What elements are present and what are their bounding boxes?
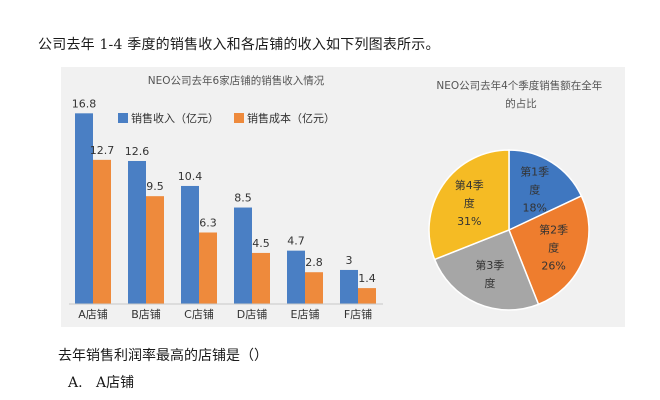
chart-figure: NEO公司去年6家店铺的销售收入情况 销售收入（亿元） 销售成本（亿元） 16.… — [61, 67, 625, 327]
cost-bar-6 — [358, 288, 376, 304]
option-a-text: A店铺 — [96, 375, 135, 391]
pie-label-q2: 第2季度 26% — [539, 223, 568, 273]
cost-bar-5 — [305, 272, 323, 304]
revenue-bar-2 — [128, 160, 146, 304]
cost-value-label-4: 4.5 — [252, 237, 270, 250]
pie-title-line-2: 的占比 — [505, 97, 537, 110]
pie-labels: 第1季度 18% 第2季度 26% 第3季度 第4季度 31% — [455, 165, 568, 291]
pie-label-q3: 第3季度 — [475, 258, 504, 290]
x-tick-label-4: D店铺 — [237, 307, 267, 321]
cost-value-label-6: 1.4 — [358, 272, 376, 285]
x-tick-label-1: A店铺 — [78, 307, 108, 321]
revenue-bar-3 — [181, 185, 199, 304]
cost-bar-1 — [93, 159, 111, 304]
revenue-value-label-1: 16.8 — [72, 97, 97, 110]
revenue-value-label-4: 8.5 — [234, 192, 252, 205]
chart-canvas: NEO公司去年6家店铺的销售收入情况 销售收入（亿元） 销售成本（亿元） 16.… — [69, 74, 605, 321]
option-a-letter: A. — [68, 375, 83, 391]
revenue-value-label-6: 3 — [346, 254, 353, 267]
cost-value-label-1: 12.7 — [90, 144, 115, 157]
cost-value-label-3: 6.3 — [199, 216, 217, 229]
bar-chart-title: NEO公司去年6家店铺的销售收入情况 — [148, 74, 325, 87]
cost-bar-2 — [146, 196, 164, 304]
pie-slice-q1 — [508, 149, 583, 232]
intro-text: 公司去年 1-4 季度的销售收入和各店铺的收入如下列图表所示。 — [38, 37, 440, 53]
pie-slice-q4 — [428, 149, 510, 261]
revenue-bar-4 — [234, 207, 252, 304]
legend-revenue-label: 销售收入（亿元） — [131, 111, 219, 125]
x-tick-labels: A店铺 B店铺 C店铺 D店铺 E店铺 F店铺 — [78, 307, 372, 321]
x-tick-label-2: B店铺 — [131, 307, 161, 321]
revenue-bar-5 — [287, 250, 305, 304]
pie-slice-q3 — [433, 229, 540, 311]
x-tick-label-6: F店铺 — [344, 307, 372, 321]
option-a[interactable]: A. A店铺 — [68, 372, 134, 392]
bar-marks: 16.8 12.7 12.6 9.5 10.4 6.3 8.5 4.5 4.72.8 3 1.4 — [72, 97, 376, 304]
revenue-value-label-2: 12.6 — [125, 145, 150, 158]
pie-chart-title: NEO公司去年4个季度销售额在全年 的占比 — [436, 79, 605, 110]
cost-bar-4 — [252, 252, 270, 304]
revenue-bar-6 — [340, 269, 358, 304]
revenue-bar-1 — [75, 113, 93, 304]
x-tick-label-3: C店铺 — [184, 307, 214, 321]
legend-cost-label: 销售成本（亿元） — [247, 111, 335, 125]
cost-value-label-2: 9.5 — [146, 180, 164, 193]
pie-slices — [428, 149, 590, 311]
legend-revenue-swatch — [118, 113, 128, 123]
legend-cost-swatch — [234, 113, 244, 123]
pie-label-q1: 第1季度 18% — [520, 165, 549, 215]
revenue-value-label-5: 4.7 — [287, 235, 305, 248]
bar-legend: 销售收入（亿元） 销售成本（亿元） — [118, 111, 335, 125]
x-tick-label-5: E店铺 — [291, 307, 320, 321]
cost-value-label-5: 2.8 — [305, 256, 323, 269]
pie-label-q4: 第4季度 31% — [455, 178, 484, 228]
revenue-value-label-3: 10.4 — [178, 170, 203, 183]
cost-bar-3 — [199, 232, 217, 304]
question-text: 去年销售利润率最高的店铺是（） — [58, 348, 268, 364]
pie-title-line-1: NEO公司去年4个季度销售额在全年 — [436, 79, 602, 92]
pie-slice-q2 — [508, 194, 590, 306]
